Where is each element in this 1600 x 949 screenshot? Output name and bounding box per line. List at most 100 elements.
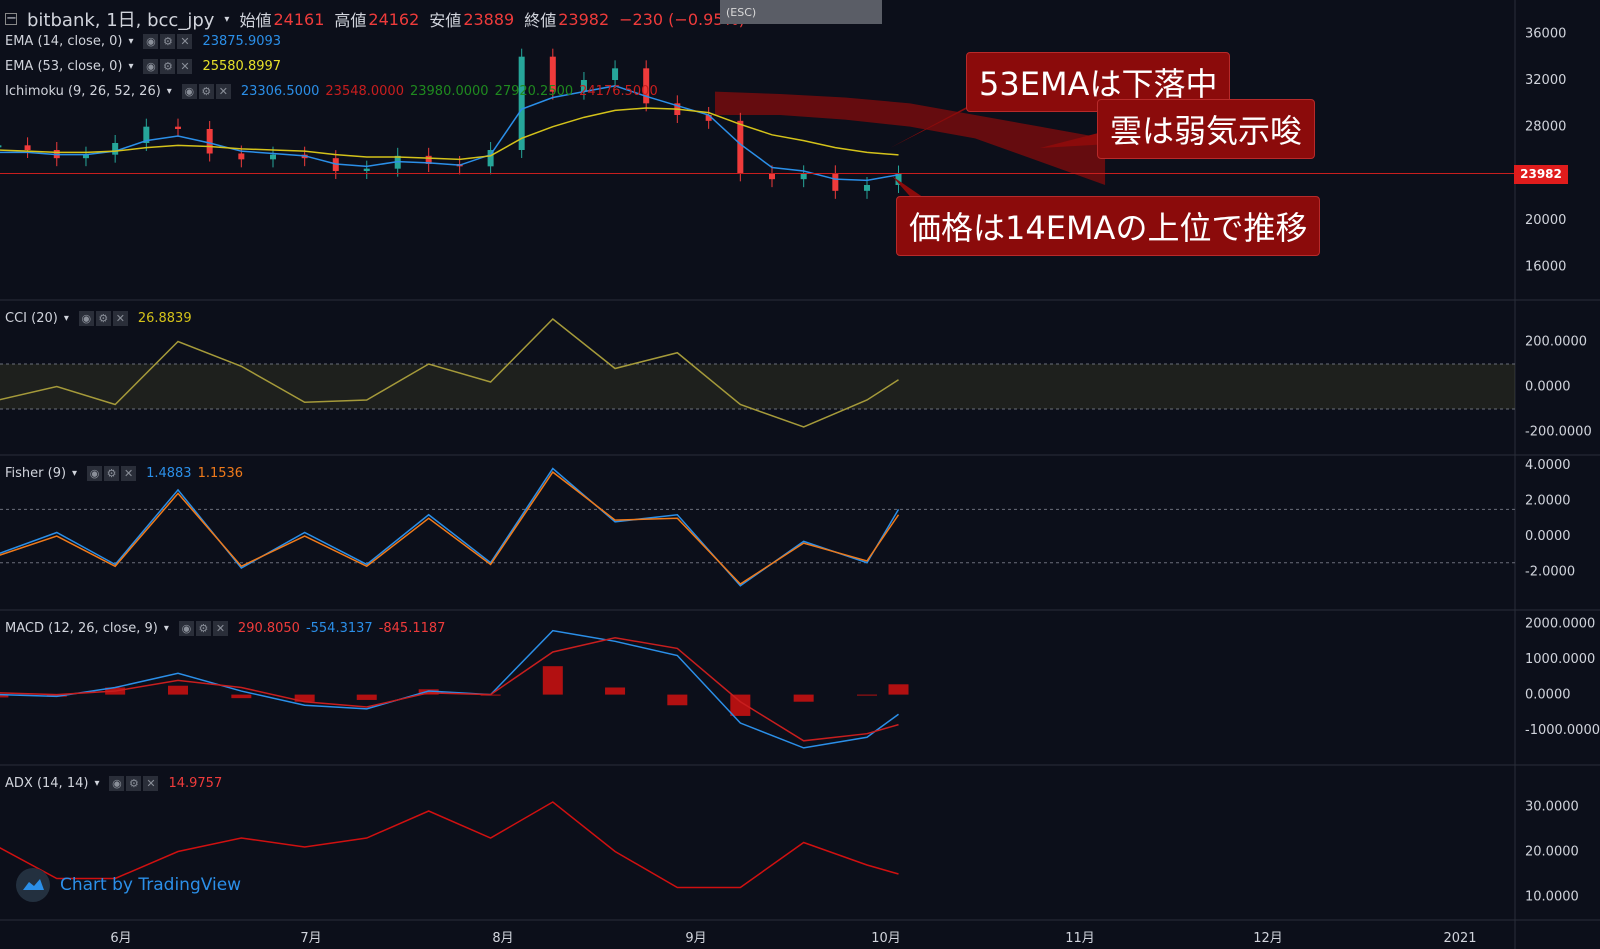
candle-body (800, 173, 807, 180)
eye-icon[interactable]: ◉ (109, 776, 125, 791)
candle-body (24, 145, 31, 150)
candle-body (425, 155, 432, 164)
indicator-tick-label: -200.0000 (1525, 425, 1592, 440)
tradingview-watermark[interactable]: Chart by TradingView (16, 868, 241, 902)
indicator-line (0, 801, 899, 889)
macd-histogram-bar (793, 694, 814, 702)
indicator-line (0, 471, 900, 585)
eye-icon[interactable]: ◉ (78, 311, 94, 326)
low-value: 23889 (463, 9, 515, 29)
close-icon[interactable]: ✕ (212, 621, 228, 636)
indicator-line (0, 317, 899, 428)
ema14-line (0, 85, 899, 182)
chevron-down-icon[interactable]: ▾ (128, 61, 134, 72)
high-value: 24162 (368, 9, 420, 29)
macd-histogram-bar (168, 685, 188, 695)
fisher-value-1: 1.4883 (146, 466, 192, 481)
chevron-down-icon[interactable]: ▾ (166, 86, 172, 97)
ema53-line (0, 107, 899, 161)
price-tick-label: 16000 (1525, 260, 1566, 275)
fisher-value-2: 1.1536 (197, 466, 244, 481)
candle-body (270, 154, 276, 160)
time-tick-label: 9月 (685, 931, 706, 946)
candle-body (895, 173, 902, 185)
indicator-line (0, 629, 899, 749)
low-label: 安値 (429, 11, 462, 30)
close-icon[interactable]: ✕ (177, 34, 193, 49)
legend-ichimoku[interactable]: Ichimoku (9, 26, 52, 26) ▾ ◉ ⚙ ✕ 23306.5000… (5, 84, 658, 99)
ichimoku-value-2: 23548.0000 (325, 84, 404, 99)
time-tick-label: 12月 (1253, 931, 1283, 946)
macd-histogram-bar (418, 689, 439, 695)
eye-icon[interactable]: ◉ (178, 621, 194, 636)
eye-icon[interactable]: ◉ (181, 84, 197, 99)
candle-body (175, 126, 181, 129)
legend-cci[interactable]: CCI (20) ▾ ◉ ⚙ ✕ 26.8839 (5, 311, 192, 326)
close-icon[interactable]: ✕ (215, 84, 231, 99)
annotation-cloud-text: 雲は弱気示唆 (1110, 112, 1303, 150)
gear-icon[interactable]: ⚙ (95, 311, 111, 326)
annotation-price[interactable]: 価格は14EMAの上位で推移 (896, 196, 1321, 256)
chevron-down-icon[interactable]: ▾ (94, 778, 100, 789)
candle-body (82, 154, 89, 159)
annotation-ema53-text: 53EMAは下落中 (979, 65, 1218, 103)
annotation-cloud[interactable]: 雲は弱気示唆 (1097, 99, 1316, 159)
eye-icon[interactable]: ◉ (143, 34, 159, 49)
time-tick-label: 8月 (492, 931, 513, 946)
symbol-header: − bitbank, 1日, bcc_jpy ▾ 始値 24161 高値 24162… (5, 6, 745, 32)
candle-body (549, 56, 556, 92)
symbol-title[interactable]: bitbank, 1日, bcc_jpy (27, 10, 215, 31)
last-price-tag: 23982 (1514, 164, 1568, 184)
gear-icon[interactable]: ⚙ (160, 34, 176, 49)
ichimoku-value-3: 23980.0000 (409, 84, 489, 99)
candle-body (705, 115, 712, 121)
legend-adx[interactable]: ADX (14, 14) ▾ ◉ ⚙ ✕ 14.9757 (5, 776, 222, 791)
ichimoku-cloud (715, 91, 1106, 185)
esc-hint: (ESC) (726, 6, 757, 19)
symbol-caret-icon[interactable]: ▾ (224, 13, 230, 25)
legend-fisher[interactable]: Fisher (9) ▾ ◉ ⚙ ✕ 1.4883 1.1536 (5, 466, 243, 481)
chevron-down-icon[interactable]: ▾ (163, 623, 169, 634)
annotation-price-text: 価格は14EMAの上位で推移 (909, 209, 1308, 247)
macd-histogram-bar (294, 694, 315, 702)
indicator-tick-label: 0.0000 (1525, 380, 1571, 395)
indicator-tick-label: 0.0000 (1525, 688, 1571, 703)
macd-histogram-bar (857, 694, 877, 696)
open-label: 始値 (239, 11, 272, 30)
eye-icon[interactable]: ◉ (143, 59, 159, 74)
indicator-tick-label: 1000.0000 (1525, 652, 1595, 667)
legend-ema53[interactable]: EMA (53, close, 0) ▾ ◉ ⚙ ✕ 25580.8997 (5, 59, 281, 74)
legend-ema14[interactable]: EMA (14, close, 0) ▾ ◉ ⚙ ✕ 23875.9093 (5, 34, 281, 49)
chevron-down-icon[interactable]: ▾ (128, 36, 134, 47)
gear-icon[interactable]: ⚙ (195, 621, 211, 636)
annotation-pointer (1040, 130, 1110, 148)
tradingview-logo-icon (16, 868, 50, 902)
ichimoku-value-4: 27920.2500 (494, 84, 574, 99)
gear-icon[interactable]: ⚙ (198, 84, 214, 99)
close-icon[interactable]: ✕ (177, 59, 193, 74)
gear-icon[interactable]: ⚙ (104, 466, 120, 481)
close-icon[interactable]: ✕ (112, 311, 128, 326)
ichimoku-value-1: 23306.5000 (240, 84, 320, 99)
macd-value-3: -845.1187 (378, 621, 446, 636)
time-tick-label: 7月 (300, 931, 321, 946)
candle-body (143, 126, 150, 143)
indicator-tick-label: -2.0000 (1525, 565, 1575, 580)
candle-body (518, 56, 525, 150)
candle-body (363, 168, 370, 171)
gear-icon[interactable]: ⚙ (160, 59, 176, 74)
collapse-icon[interactable]: − (5, 11, 17, 26)
legend-macd[interactable]: MACD (12, 26, close, 9) ▾ ◉ ⚙ ✕ 290.8050 -5… (5, 621, 445, 636)
close-icon[interactable]: ✕ (143, 776, 159, 791)
close-label: 終値 (524, 11, 557, 30)
close-icon[interactable]: ✕ (121, 466, 137, 481)
candle-body (612, 68, 619, 80)
indicator-line (0, 636, 899, 742)
chevron-down-icon[interactable]: ▾ (63, 313, 69, 324)
chevron-down-icon[interactable]: ▾ (72, 468, 78, 479)
eye-icon[interactable]: ◉ (87, 466, 103, 481)
macd-histogram-bar (605, 687, 626, 695)
candle-body (112, 143, 119, 155)
gear-icon[interactable]: ⚙ (126, 776, 142, 791)
